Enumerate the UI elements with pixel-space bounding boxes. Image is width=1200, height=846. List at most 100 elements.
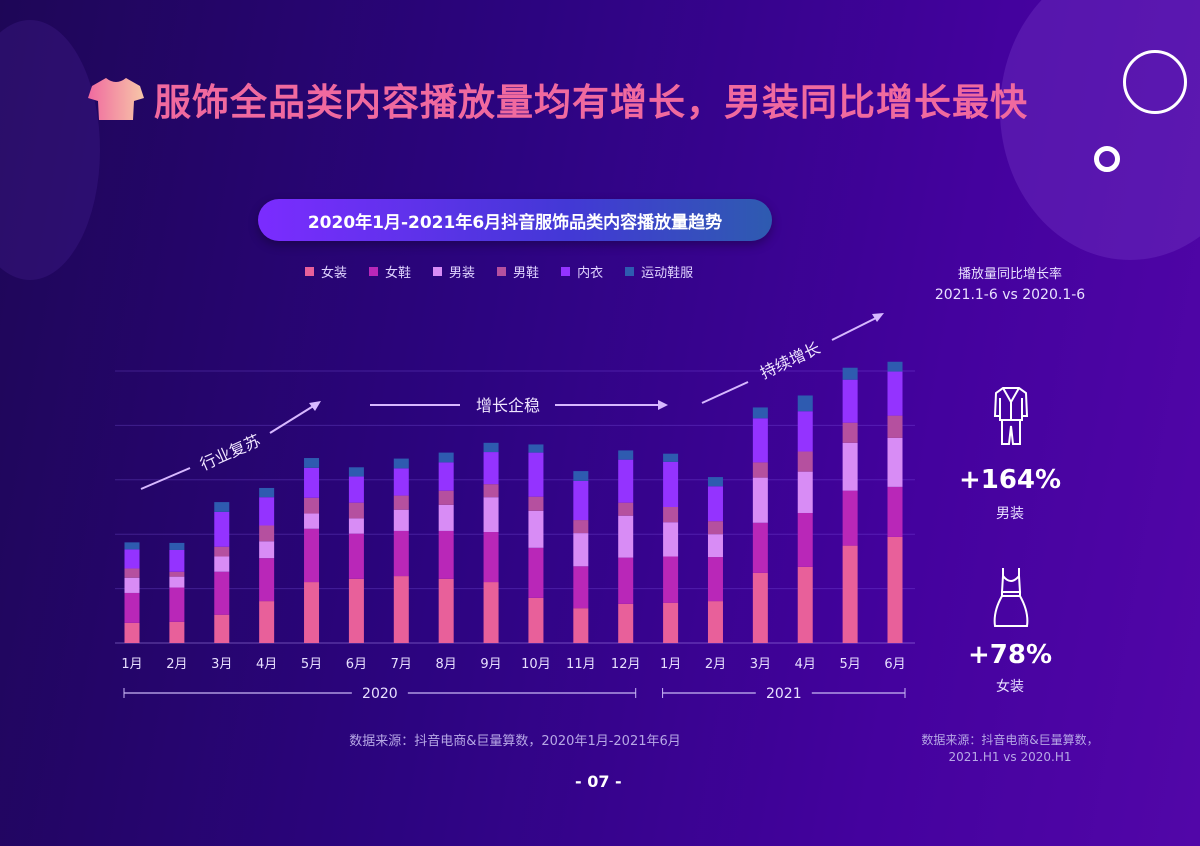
bar-segment [887,536,903,643]
ring-decoration [1094,146,1120,172]
bar-segment [528,597,544,643]
year-label: 2021 [766,686,802,702]
bar-segment [438,462,454,491]
bar-segment [438,578,454,643]
x-tick-label: 9月 [480,657,501,672]
bar-segment [797,395,813,412]
legend-swatch [625,267,635,276]
bar-segment [348,467,364,477]
bar-segment [707,477,723,487]
annotation-arrow [831,316,879,341]
x-tick-label: 12月 [611,657,641,672]
bar-segment [618,557,634,604]
bar-segment [438,504,454,531]
bar-segment [483,532,499,583]
bar-segment [842,545,858,643]
bar-segment [618,450,634,460]
bar-segment [348,502,364,519]
bar-segment [663,507,679,523]
legend-label: 男装 [449,266,476,281]
arrow-head [658,400,668,410]
legend-item: 男鞋 [497,262,539,281]
bar-segment [887,415,903,438]
dress-icon [993,568,1029,627]
bar-segment [214,546,230,557]
bar-segment [797,451,813,472]
legend-swatch [369,267,379,276]
annotation-label: 持续增长 [757,338,823,382]
bar-segment [752,418,768,463]
womenswear-label: 女装 [996,679,1024,695]
suit-icon [993,387,1029,445]
bar-segment [169,587,185,622]
bar-segment [483,442,499,453]
bar-segment [887,437,903,487]
bar-segment [752,462,768,478]
bar-segment [438,452,454,463]
bar-segment [618,502,634,516]
bar-segment [663,556,679,603]
bar-segment [528,510,544,548]
bar-segment [124,542,140,550]
tshirt-icon [88,78,144,120]
bar-segment [304,458,320,468]
bar-segment [214,556,230,572]
menswear-growth-value: +164% [958,465,1062,495]
arrow-head [872,313,884,322]
bar-segment [124,592,140,623]
bar-segment [259,601,275,643]
bar-segment [214,571,230,615]
womenswear-growth-value: +78% [967,640,1053,670]
bar-segment [393,576,409,643]
bar-segment [618,603,634,643]
bar-segment [528,444,544,453]
page-number: - 07 - [575,772,622,791]
bar-segment [214,511,230,547]
bar-segment [887,371,903,416]
bar-segment [393,509,409,531]
x-tick-label: 3月 [211,657,232,672]
bar-segment [797,512,813,567]
bar-segment [797,471,813,513]
bar-segment [438,490,454,505]
bar-segment [707,601,723,643]
bar-segment [304,582,320,643]
x-tick-label: 3月 [750,657,771,672]
bar-segment [124,568,140,578]
bar-segment [573,480,589,521]
bar-segment [438,530,454,579]
x-tick-label: 5月 [839,657,860,672]
bar-segment [752,522,768,573]
x-tick-label: 8月 [436,657,457,672]
bar-segment [573,566,589,609]
bar-segment [887,361,903,372]
bar-segment [259,497,275,526]
bar-segment [169,549,185,572]
bar-segment [573,533,589,567]
growth-source-line2: 2021.H1 vs 2020.H1 [948,750,1072,764]
bar-segment [259,525,275,542]
x-tick-label: 6月 [884,657,905,672]
bar-segment [707,534,723,558]
bar-segment [483,497,499,533]
bar-segment [663,602,679,643]
bar-segment [304,497,320,514]
menswear-label: 男装 [996,506,1024,522]
legend-label: 内衣 [577,266,604,281]
bar-segment [752,572,768,643]
growth-heading: 播放量同比增长率 [957,267,1062,282]
bar-segment [528,496,544,511]
bar-segment [573,471,589,481]
legend-item: 运动鞋服 [625,262,693,281]
bar-segment [887,486,903,537]
bar-segment [348,476,364,503]
bar-segment [618,459,634,503]
annotation-label: 增长企稳 [476,396,540,415]
legend-swatch [433,267,443,276]
x-tick-label: 4月 [795,657,816,672]
x-tick-label: 4月 [256,657,277,672]
bar-segment [393,495,409,510]
legend-swatch [561,267,571,276]
x-tick-label: 6月 [346,657,367,672]
